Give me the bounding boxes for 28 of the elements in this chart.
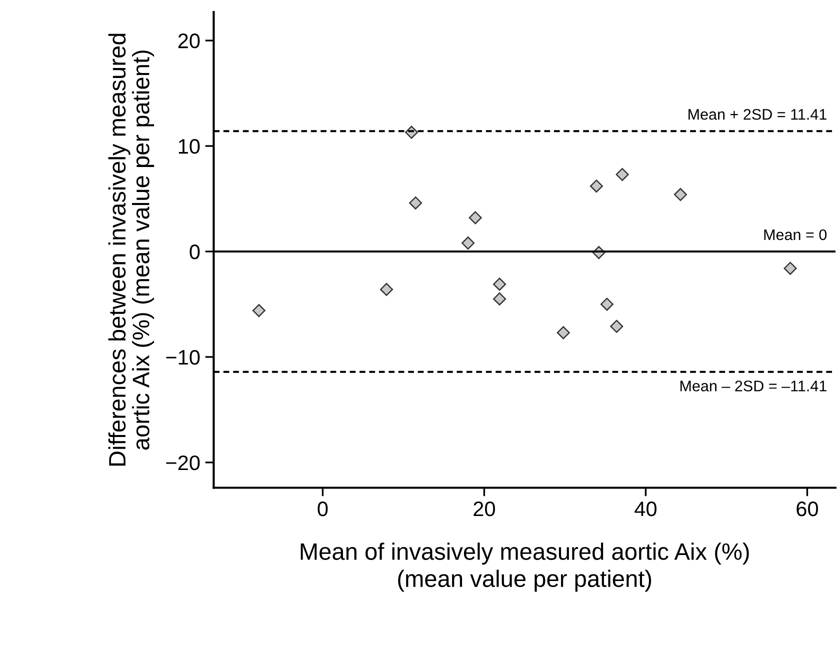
point [409,196,422,210]
point [590,180,603,193]
x-tick-label: 0 [318,502,328,516]
point [380,282,394,296]
point [556,326,570,340]
point [784,262,797,275]
x-tick-label: 20 [474,502,495,516]
point [462,236,475,250]
y-tick-label: 10 [178,139,200,154]
point [493,292,506,306]
point [600,298,614,311]
x-tick-label: 60 [796,502,818,516]
y-tick-label: 20 [178,34,200,48]
point [616,168,629,182]
ref-line-label: Mean – 2SD = –11.41 [680,380,826,392]
ref-line-label: Mean = 0 [764,229,827,240]
point [468,211,482,224]
point [610,320,624,333]
point [252,304,266,318]
ref-line-label: Mean + 2SD = 11.41 [688,108,826,120]
point [674,188,687,202]
y-tick-label: 0 [190,244,200,260]
y-tick-label: −10 [166,350,200,365]
y-tick-label: −20 [166,455,200,470]
y-axis-title: Differences between invasively measured aortic Aix (%) (mean value per patient) [108,34,154,466]
point [493,278,506,291]
x-tick-label: 40 [634,502,656,516]
x-axis-title: Mean of invasively measured aortic Aix (%) (mean value per patient) [300,542,749,592]
